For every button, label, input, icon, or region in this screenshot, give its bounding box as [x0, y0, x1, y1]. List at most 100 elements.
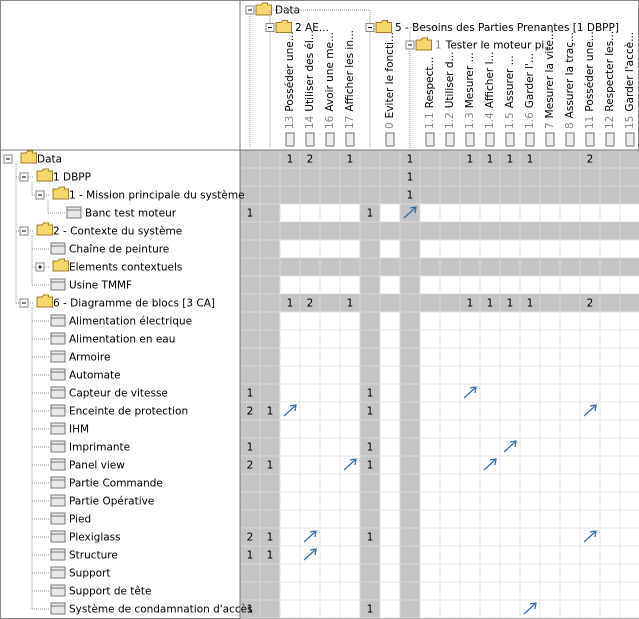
- matrix-cell: [259, 293, 281, 313]
- matrix-cell: [599, 365, 621, 385]
- column-label: 1.6 Garder l'...: [524, 53, 536, 129]
- matrix-cell: [519, 437, 541, 457]
- matrix-cell: [479, 473, 501, 493]
- matrix-cell: [479, 275, 501, 295]
- matrix-cell: [539, 545, 561, 565]
- matrix-cell: [599, 419, 621, 439]
- column-number: 0: [384, 122, 396, 129]
- matrix-cell: [339, 401, 361, 421]
- matrix-cell: [579, 437, 601, 457]
- matrix-cell: [439, 347, 461, 367]
- matrix-cell: [399, 527, 421, 547]
- arrow-shaft: [583, 405, 596, 417]
- element-icon: [425, 132, 435, 147]
- matrix-cell: [499, 419, 521, 439]
- matrix-cell: [319, 149, 341, 169]
- column-name: Posséder une...: [584, 31, 596, 111]
- matrix-cell: [459, 455, 481, 475]
- matrix-cell: [299, 329, 321, 349]
- cell-count: 1: [247, 442, 254, 454]
- matrix-cell: [259, 329, 281, 349]
- cell-count: 1: [247, 550, 254, 562]
- cell-count: 1: [527, 154, 534, 166]
- matrix-cell: [479, 491, 501, 511]
- cell-count: 1: [247, 208, 254, 220]
- matrix-cell: [399, 419, 421, 439]
- matrix-cell: [459, 491, 481, 511]
- matrix-cell: [479, 437, 501, 457]
- matrix-cell: [339, 599, 361, 619]
- matrix-cell: [559, 509, 581, 529]
- matrix-cell: [259, 239, 281, 259]
- matrix-cell: [539, 167, 561, 187]
- cell-count: 1: [527, 298, 534, 310]
- matrix-cell: [299, 419, 321, 439]
- column-number: 1.6: [524, 112, 536, 129]
- matrix-cell: [319, 311, 341, 331]
- matrix-cell: [619, 203, 639, 223]
- matrix-cell: [559, 545, 581, 565]
- arrow-shaft: [503, 441, 516, 453]
- matrix-cell: [599, 599, 621, 619]
- matrix-cell: [379, 257, 401, 277]
- matrix-cell: [339, 383, 361, 403]
- matrix-cell: [539, 329, 561, 349]
- matrix-cell: [379, 275, 401, 295]
- row-label: Data: [37, 154, 62, 166]
- matrix-cell: [499, 473, 521, 493]
- matrix-cell: [599, 491, 621, 511]
- matrix-cell: [539, 509, 561, 529]
- cell-count: 1: [407, 190, 414, 202]
- matrix-cell: [379, 509, 401, 529]
- matrix-cell: [339, 329, 361, 349]
- matrix-cell: [579, 239, 601, 259]
- cell-count: 1: [347, 154, 354, 166]
- matrix-cell: [579, 185, 601, 205]
- matrix-cell: [479, 419, 501, 439]
- matrix-cell: [439, 545, 461, 565]
- matrix-cell: [239, 563, 261, 583]
- matrix-cell: [479, 239, 501, 259]
- matrix-cell: [359, 347, 381, 367]
- dependency-arrow: [483, 458, 497, 471]
- matrix-cell: [519, 563, 541, 583]
- cell-count: 1: [507, 154, 514, 166]
- matrix-cell: [499, 563, 521, 583]
- matrix-cell: [399, 275, 421, 295]
- matrix-cell: [559, 185, 581, 205]
- matrix-cell: [299, 455, 321, 475]
- matrix-cell: [599, 221, 621, 241]
- matrix-cell: [359, 149, 381, 169]
- column-name: Mesurer la vite...: [544, 30, 556, 118]
- cell-count: 2: [587, 298, 594, 310]
- matrix-cell: [439, 311, 461, 331]
- matrix-cell: [359, 563, 381, 583]
- row-label: 6 - Diagramme de blocs [3 CA]: [53, 298, 215, 310]
- matrix-cell: [379, 239, 401, 259]
- matrix-cell: [539, 239, 561, 259]
- matrix-cell: [259, 365, 281, 385]
- cell-count: 1: [247, 604, 254, 616]
- folder-icon: [52, 186, 69, 200]
- matrix-cell: [419, 401, 441, 421]
- dependency-arrow: [343, 458, 357, 471]
- cell-count: 1: [267, 550, 274, 562]
- matrix-cell: [319, 167, 341, 187]
- column-label: 17 Afficher les in...: [344, 30, 356, 129]
- matrix-cell: [499, 545, 521, 565]
- matrix-cell: [619, 491, 639, 511]
- matrix-cell: [499, 599, 521, 619]
- matrix-cell: [379, 491, 401, 511]
- matrix-cell: [459, 581, 481, 601]
- cell-count: 1: [367, 460, 374, 472]
- column-name: Afficher l...: [484, 51, 496, 108]
- matrix-cell: [439, 167, 461, 187]
- matrix-cell: [519, 221, 541, 241]
- matrix-cell: [379, 545, 401, 565]
- dependency-arrow: [403, 206, 417, 219]
- matrix-cell: [299, 473, 321, 493]
- column-name: Eviter le foncti...: [384, 32, 396, 118]
- arrow-shaft: [483, 459, 496, 471]
- element-icon: [525, 132, 535, 147]
- column-number: 16: [324, 115, 336, 129]
